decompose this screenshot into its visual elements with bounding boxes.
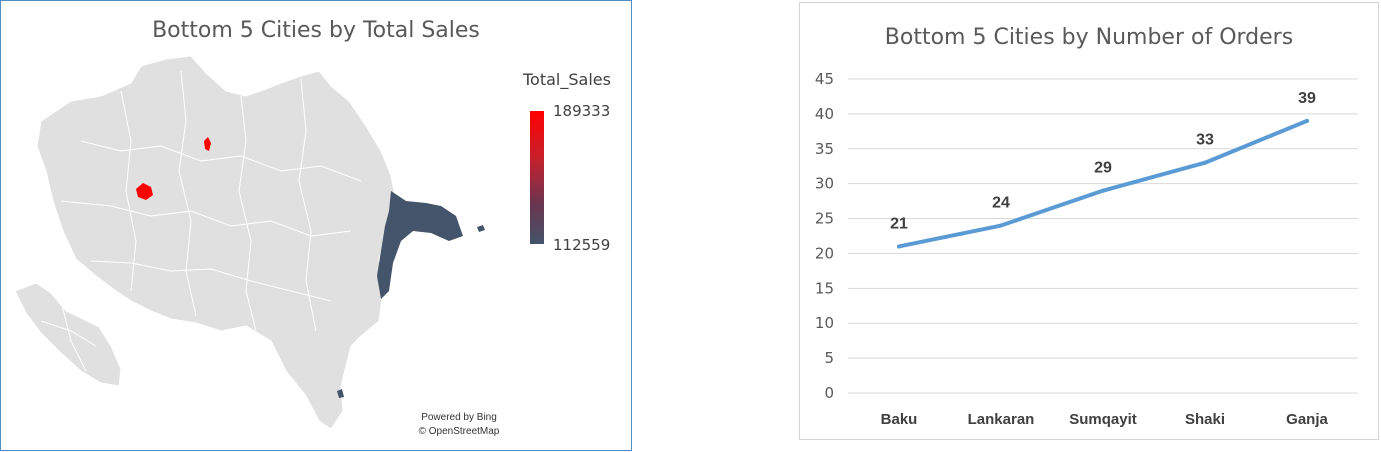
y-tick-label: 30 [815,175,834,193]
map-region-absheron [377,191,463,299]
x-tick-label: Sumqayit [1069,411,1137,428]
data-point [1203,160,1207,165]
map-district-borders [40,70,362,372]
map-island [477,225,485,232]
line-chart-plot: 0 5 10 15 20 25 30 35 40 45 Baku Lankaran Sumqayit Sh… [815,70,1358,428]
data-label: 21 [890,215,908,232]
y-tick-label: 5 [824,349,834,367]
data-label: 39 [1298,90,1316,107]
y-tick-label: 40 [815,105,834,123]
data-point [1305,118,1309,123]
map-legend-min: 112559 [553,236,611,254]
x-tick-label: Baku [881,411,918,428]
y-tick-label: 10 [815,314,834,332]
map-region-shaki [204,137,211,151]
x-tick-label: Ganja [1286,411,1328,428]
y-tick-label: 25 [815,210,834,228]
data-label: 29 [1094,160,1112,177]
map-chart-panel: Bottom 5 Cities by Total Sales Total_Sal… [0,0,632,451]
map-legend-max: 189333 [553,102,611,120]
data-label: 33 [1196,132,1214,149]
map-legend-title: Total_Sales [523,70,611,89]
x-tick-label: Shaki [1185,411,1225,428]
attribution-osm: © OpenStreetMap [418,426,500,437]
y-tick-label: 35 [815,140,834,158]
y-tick-label: 45 [815,70,834,88]
map-attribution: Powered by Bing © OpenStreetMap [399,411,519,439]
map-chart-title: Bottom 5 Cities by Total Sales [152,18,480,43]
data-point [1101,188,1105,193]
y-tick-label: 15 [815,279,834,297]
map-region-south [337,389,344,398]
map-region-ganja [136,183,153,200]
x-tick-label: Lankaran [968,411,1035,428]
map-legend-color-scale [530,111,544,244]
attribution-bing: Powered by Bing [421,412,497,423]
y-tick-label: 20 [815,244,834,262]
y-tick-label: 0 [824,384,834,402]
line-chart-panel: Bottom 5 Cities by Number of Orders 0 5 10… [799,2,1379,440]
map-area [14,55,485,430]
map-region-exclave [14,282,122,387]
map-region-main [36,55,400,430]
data-label: 24 [992,195,1010,212]
data-point [999,223,1003,228]
data-point [897,244,901,249]
line-chart-title: Bottom 5 Cities by Number of Orders [884,25,1294,50]
